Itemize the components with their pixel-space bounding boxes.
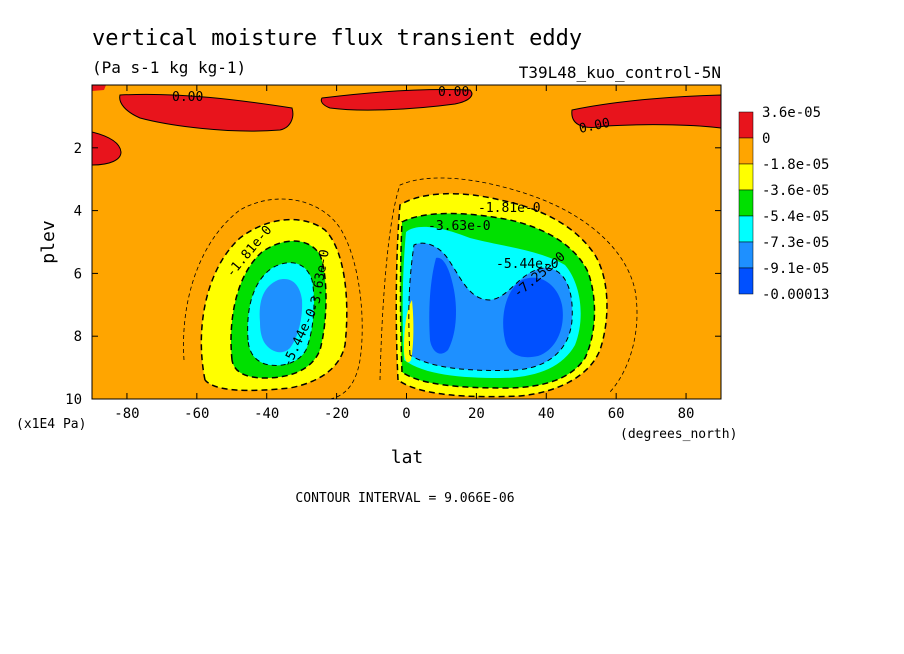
x-tick-label: -40	[254, 406, 279, 422]
contour-label: 0.00	[578, 116, 612, 137]
contour-line-nh-3	[408, 242, 573, 371]
contour-label: 0.00	[172, 90, 203, 105]
chart-title: vertical moisture flux transient eddy	[92, 26, 582, 51]
legend-label: -9.1e-05	[762, 261, 829, 277]
x-tick-label: 20	[468, 406, 485, 422]
contour-line-sh-2	[230, 240, 327, 379]
legend-label: -3.6e-05	[762, 183, 829, 199]
x-tick-label: 40	[538, 406, 555, 422]
filled-contours	[92, 85, 721, 399]
positive-region-sh	[119, 93, 294, 132]
contour-line-sh-1	[200, 218, 348, 392]
legend-label: -5.4e-05	[762, 209, 829, 225]
y-axis: 2 4 6 8 10	[65, 141, 721, 408]
equatorial-gap	[404, 300, 414, 363]
legend-label: 3.6e-05	[762, 105, 821, 121]
x-axis-title: lat	[391, 447, 424, 468]
run-label: T39L48_kuo_control-5N	[519, 63, 721, 82]
contour-interval-note: CONTOUR INTERVAL = 9.066E-06	[295, 491, 514, 506]
chart-units: (Pa s-1 kg kg-1)	[92, 58, 246, 77]
legend-swatch	[738, 137, 754, 165]
legend-swatch	[738, 163, 754, 191]
contour-lines	[183, 177, 638, 399]
contour-label: -5.44e-0	[496, 257, 559, 272]
contour-label: 0.00	[438, 85, 469, 100]
y-tick-label: 10	[65, 392, 82, 408]
legend-swatch	[738, 215, 754, 243]
sh-cell-blue	[259, 279, 303, 353]
contour-label: -1.81e-0	[478, 201, 541, 216]
y-units-label: (x1E4 Pa)	[16, 417, 86, 432]
contour-line-nh-2	[399, 212, 596, 389]
x-tick-label: -20	[324, 406, 349, 422]
legend-swatch	[738, 189, 754, 217]
legend-swatch	[738, 111, 754, 139]
x-tick-label: 80	[678, 406, 695, 422]
positive-region-corner	[92, 85, 106, 91]
contour-line-sh-3	[247, 262, 315, 366]
x-tick-label: 0	[402, 406, 410, 422]
contour-line-nh-1	[395, 192, 608, 398]
positive-region-nh	[571, 94, 721, 129]
y-tick-label: 8	[74, 329, 82, 345]
y-axis-title: plev	[38, 220, 59, 263]
x-tick-label: 60	[608, 406, 625, 422]
nh-cell-darkblue-west	[429, 257, 456, 354]
color-legend: 3.6e-05 0 -1.8e-05 -3.6e-05 -5.4e-05 -7.3e-05…	[738, 105, 829, 303]
y-tick-label: 6	[74, 266, 82, 282]
legend-label: -7.3e-05	[762, 235, 829, 251]
legend-label: -0.00013	[762, 287, 829, 303]
nh-cell-darkblue-east	[503, 277, 563, 358]
legend-label: -1.8e-05	[762, 157, 829, 173]
x-units-label: (degrees_north)	[620, 427, 737, 442]
legend-label: 0	[762, 131, 770, 147]
y-tick-label: 2	[74, 141, 82, 157]
positive-region-pole	[92, 131, 122, 166]
contour-line-sh-thin	[183, 198, 363, 399]
legend-swatch	[738, 267, 754, 295]
contour-label: -3.63e-0	[428, 219, 491, 234]
contour-line-nh-thin	[379, 177, 638, 393]
y-tick-label: 4	[74, 204, 82, 220]
legend-swatch	[738, 241, 754, 269]
x-axis: -80 -60 -40 -20 0 20 40 60 80	[114, 85, 694, 422]
x-tick-label: -80	[114, 406, 139, 422]
x-tick-label: -60	[184, 406, 209, 422]
positive-region-eq	[320, 88, 473, 111]
